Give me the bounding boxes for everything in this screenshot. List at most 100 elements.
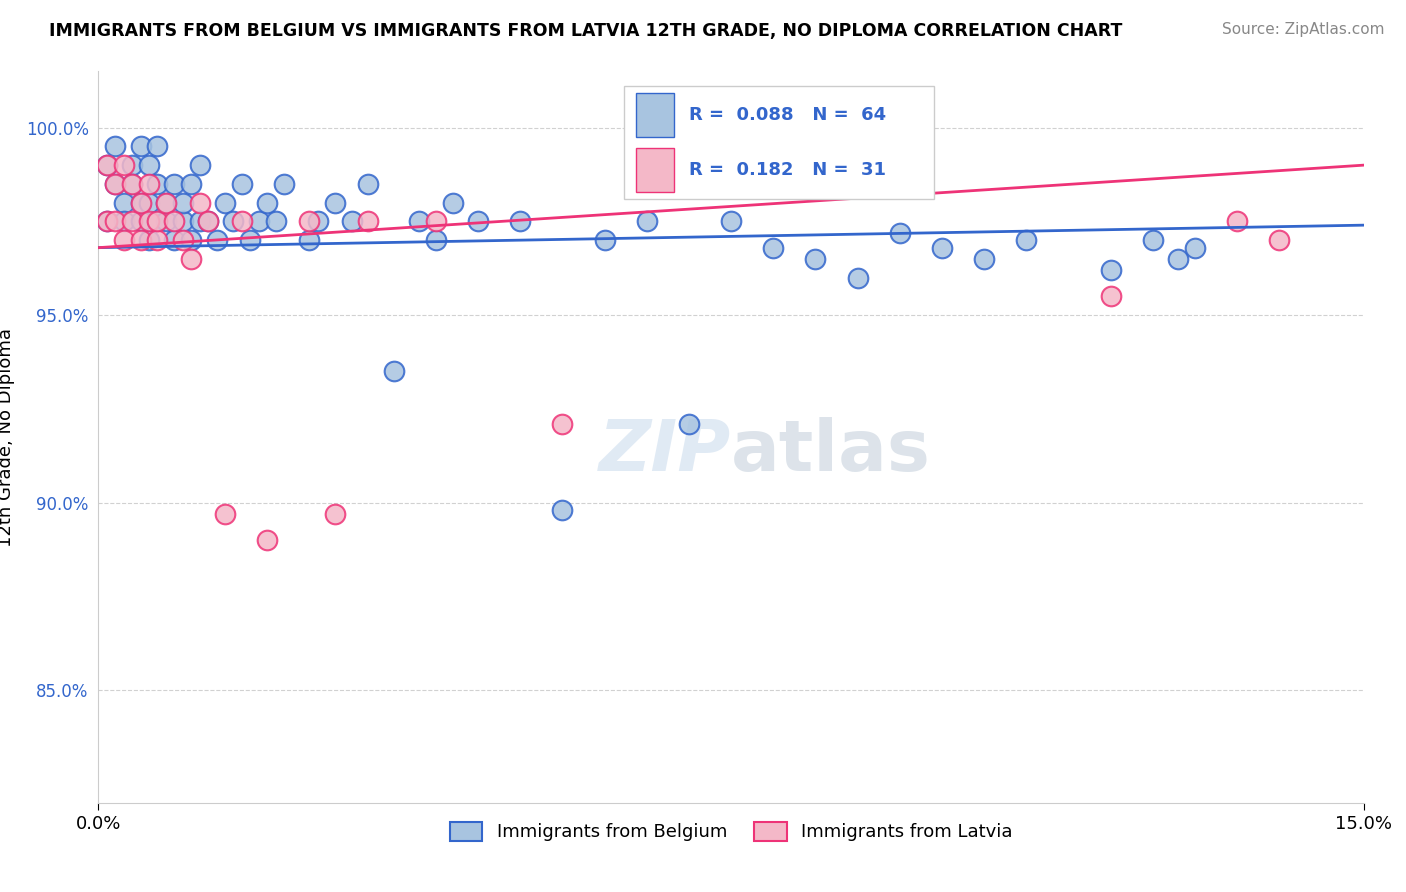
Point	[129, 139, 152, 153]
Point	[425, 214, 447, 228]
Point	[357, 177, 380, 191]
Point	[1099, 289, 1122, 303]
Point	[112, 158, 135, 172]
Point	[104, 139, 127, 153]
Point	[146, 139, 169, 153]
Point	[205, 233, 228, 247]
Point	[273, 177, 295, 191]
Point	[146, 177, 169, 191]
Point	[146, 214, 169, 228]
Point	[551, 503, 574, 517]
Point	[112, 195, 135, 210]
Point	[96, 214, 118, 228]
Point	[1167, 252, 1189, 266]
Point	[104, 177, 127, 191]
Point	[188, 214, 211, 228]
Point	[180, 233, 202, 247]
Point	[298, 233, 321, 247]
Point	[180, 252, 202, 266]
Point	[163, 233, 186, 247]
Point	[222, 214, 245, 228]
Point	[408, 214, 430, 228]
Point	[172, 195, 194, 210]
Point	[96, 158, 118, 172]
Point	[163, 177, 186, 191]
Point	[188, 158, 211, 172]
Point	[138, 177, 160, 191]
Point	[104, 214, 127, 228]
Point	[146, 214, 169, 228]
Point	[931, 241, 953, 255]
Point	[121, 214, 143, 228]
Point	[112, 233, 135, 247]
Text: IMMIGRANTS FROM BELGIUM VS IMMIGRANTS FROM LATVIA 12TH GRADE, NO DIPLOMA CORRELA: IMMIGRANTS FROM BELGIUM VS IMMIGRANTS FR…	[49, 22, 1122, 40]
Point	[163, 214, 186, 228]
Point	[509, 214, 531, 228]
Point	[889, 226, 911, 240]
Point	[973, 252, 995, 266]
Point	[138, 233, 160, 247]
Point	[231, 214, 253, 228]
Point	[155, 195, 177, 210]
Point	[188, 195, 211, 210]
Point	[129, 195, 152, 210]
Point	[155, 214, 177, 228]
Point	[138, 158, 160, 172]
Point	[96, 214, 118, 228]
Point	[678, 417, 700, 431]
Point	[593, 233, 616, 247]
Point	[1099, 263, 1122, 277]
Point	[256, 533, 278, 548]
Point	[172, 233, 194, 247]
Point	[467, 214, 489, 228]
Point	[441, 195, 464, 210]
Point	[720, 214, 742, 228]
Point	[1184, 241, 1206, 255]
Point	[129, 233, 152, 247]
Point	[264, 214, 287, 228]
Point	[138, 195, 160, 210]
Point	[256, 195, 278, 210]
Text: ZIP: ZIP	[599, 417, 731, 486]
Point	[214, 195, 236, 210]
Point	[762, 241, 785, 255]
Point	[112, 214, 135, 228]
Text: Source: ZipAtlas.com: Source: ZipAtlas.com	[1222, 22, 1385, 37]
Point	[231, 177, 253, 191]
Point	[425, 233, 447, 247]
Point	[298, 214, 321, 228]
Point	[1142, 233, 1164, 247]
Point	[636, 214, 658, 228]
Text: R =  0.088   N =  64: R = 0.088 N = 64	[689, 106, 887, 124]
Point	[323, 195, 346, 210]
Point	[146, 233, 169, 247]
FancyBboxPatch shape	[623, 86, 934, 200]
Point	[1015, 233, 1038, 247]
Point	[1226, 214, 1249, 228]
Point	[180, 177, 202, 191]
Legend: Immigrants from Belgium, Immigrants from Latvia: Immigrants from Belgium, Immigrants from…	[443, 814, 1019, 848]
Point	[214, 507, 236, 521]
Point	[804, 252, 827, 266]
Point	[357, 214, 380, 228]
Y-axis label: 12th Grade, No Diploma: 12th Grade, No Diploma	[0, 327, 14, 547]
Point	[172, 214, 194, 228]
Point	[1268, 233, 1291, 247]
Point	[323, 507, 346, 521]
Point	[155, 195, 177, 210]
Point	[121, 158, 143, 172]
Point	[197, 214, 219, 228]
Text: R =  0.182   N =  31: R = 0.182 N = 31	[689, 161, 886, 179]
Point	[551, 417, 574, 431]
Point	[129, 214, 152, 228]
Point	[138, 214, 160, 228]
Point	[382, 364, 405, 378]
Point	[239, 233, 262, 247]
Bar	[636, 148, 675, 192]
Point	[121, 177, 143, 191]
Point	[96, 158, 118, 172]
Point	[846, 270, 869, 285]
Point	[197, 214, 219, 228]
Point	[121, 177, 143, 191]
Point	[340, 214, 363, 228]
